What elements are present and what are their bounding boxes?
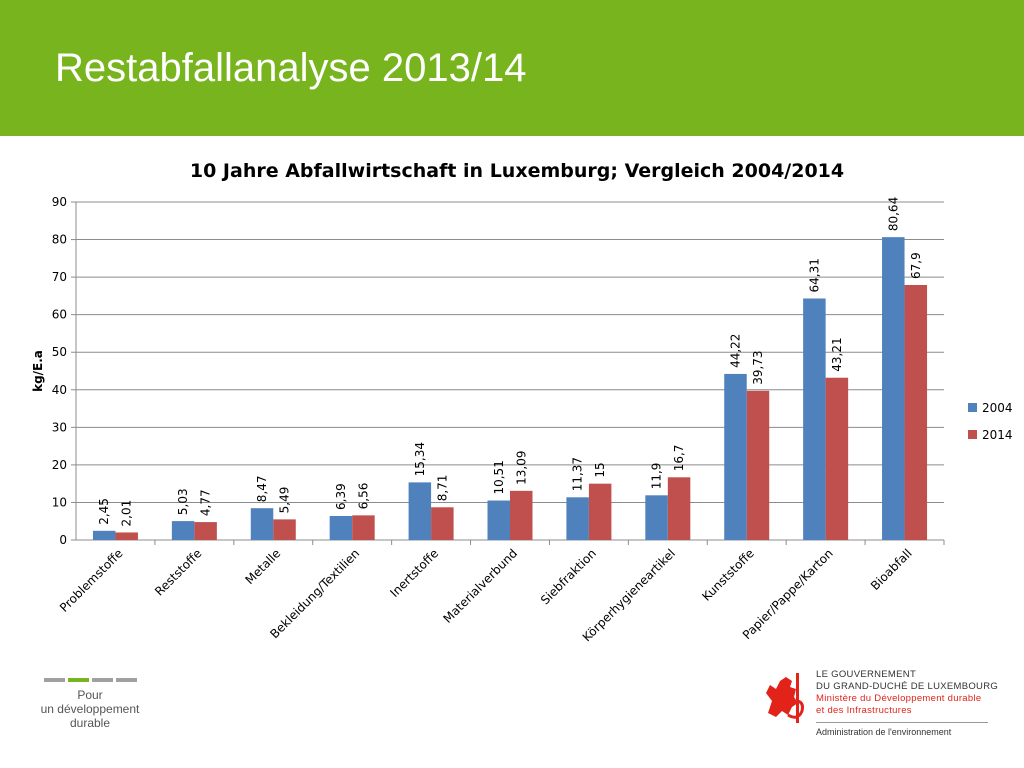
y-tick-label: 80 bbox=[52, 233, 67, 247]
government-text: LE GOUVERNEMENT DU GRAND-DUCHÉ DE LUXEMB… bbox=[816, 669, 998, 717]
bar-2004 bbox=[329, 516, 353, 540]
data-label: 67,9 bbox=[909, 252, 923, 279]
category-label: Kunststoffe bbox=[699, 546, 757, 604]
chart-title: 10 Jahre Abfallwirtschaft in Luxemburg; … bbox=[190, 160, 844, 182]
slogan-line: un développement bbox=[40, 702, 140, 716]
data-label: 15 bbox=[593, 462, 607, 477]
category-label: Bioabfall bbox=[868, 546, 915, 593]
data-label: 4,77 bbox=[199, 489, 213, 516]
bar-2014 bbox=[904, 284, 928, 540]
data-label: 43,21 bbox=[830, 337, 844, 371]
bar-2014 bbox=[825, 377, 849, 540]
y-tick-label: 50 bbox=[52, 345, 67, 359]
bar-2014 bbox=[194, 522, 217, 540]
data-label: 8,71 bbox=[435, 475, 449, 502]
government-logo: LE GOUVERNEMENT DU GRAND-DUCHÉ DE LUXEMB… bbox=[758, 667, 998, 747]
data-label: 5,03 bbox=[176, 488, 190, 515]
bar-2004 bbox=[171, 521, 195, 540]
data-label: 10,51 bbox=[492, 460, 506, 494]
category-label: Materialverbund bbox=[440, 546, 520, 626]
bar-2004 bbox=[724, 373, 747, 540]
data-label: 2,01 bbox=[120, 500, 134, 527]
bar-2004 bbox=[92, 530, 116, 540]
category-label: Reststoffe bbox=[152, 546, 204, 598]
header-bar: Restabfallanalyse 2013/14 bbox=[0, 0, 1024, 136]
category-label: Inertstoffe bbox=[387, 546, 441, 600]
legend-swatch-2004 bbox=[968, 403, 977, 412]
page-title: Restabfallanalyse 2013/14 bbox=[55, 46, 527, 90]
slogan-line: durable bbox=[69, 716, 111, 730]
gov-line: LE GOUVERNEMENT bbox=[816, 669, 917, 680]
category-label: Problemstoffe bbox=[57, 546, 126, 615]
data-label: 44,22 bbox=[728, 334, 742, 368]
y-tick-label: 20 bbox=[52, 458, 67, 472]
category-label: Papier/Pappe/Karton bbox=[740, 546, 836, 642]
bar-2004 bbox=[645, 495, 668, 540]
dash-green bbox=[67, 678, 89, 682]
data-label: 16,7 bbox=[672, 445, 686, 472]
bar-2004 bbox=[566, 497, 589, 540]
data-label: 13,09 bbox=[514, 450, 528, 484]
data-label: 80,64 bbox=[886, 197, 900, 231]
bar-2014 bbox=[273, 519, 296, 540]
bar-2004 bbox=[882, 237, 905, 540]
data-label: 6,39 bbox=[334, 483, 348, 510]
dash bbox=[91, 678, 113, 682]
admin-text: Administration de l'environnement bbox=[816, 727, 952, 737]
bar-2014 bbox=[746, 390, 770, 540]
y-tick-label: 40 bbox=[52, 383, 67, 397]
y-axis-label: kg/E.a bbox=[31, 350, 45, 392]
dash bbox=[43, 678, 65, 682]
dash bbox=[115, 678, 137, 682]
y-tick-label: 10 bbox=[52, 495, 67, 509]
data-label: 15,34 bbox=[413, 442, 427, 476]
category-label: Körperhygieneartikel bbox=[580, 546, 678, 644]
gov-line: DU GRAND-DUCHÉ DE LUXEMBOURG bbox=[816, 681, 999, 692]
divider bbox=[816, 722, 988, 723]
bar-2014 bbox=[431, 507, 454, 540]
legend-label: 2014 bbox=[982, 428, 1013, 442]
data-label: 5,49 bbox=[278, 487, 292, 514]
y-tick-label: 70 bbox=[52, 270, 67, 284]
bar-2014 bbox=[510, 490, 533, 540]
bar-chart: 10 Jahre Abfallwirtschaft in Luxemburg; … bbox=[31, 160, 1013, 644]
bar-2014 bbox=[667, 477, 691, 540]
y-tick-label: 60 bbox=[52, 308, 67, 322]
category-label: Siebfraktion bbox=[538, 546, 599, 607]
data-label: 8,47 bbox=[255, 475, 269, 502]
y-tick-label: 0 bbox=[59, 533, 67, 547]
slogan-line: Pour bbox=[77, 688, 103, 702]
legend-swatch-2014 bbox=[968, 430, 977, 439]
category-label: Metalle bbox=[242, 546, 283, 587]
category-label: Bekleidung/Textilien bbox=[267, 546, 362, 641]
data-label: 11,9 bbox=[650, 463, 664, 490]
bar-2014 bbox=[115, 532, 138, 540]
data-label: 39,73 bbox=[751, 350, 765, 384]
legend-label: 2004 bbox=[982, 401, 1013, 415]
data-label: 6,56 bbox=[356, 483, 370, 510]
gov-line: et des Infrastructures bbox=[816, 705, 912, 716]
data-label: 2,45 bbox=[97, 498, 111, 525]
data-label: 64,31 bbox=[807, 258, 821, 292]
bar-2004 bbox=[250, 508, 274, 540]
y-tick-label: 30 bbox=[52, 420, 67, 434]
bar-2004 bbox=[803, 298, 826, 540]
red-lion-icon bbox=[766, 673, 804, 723]
plot-area: 0 10 20 30 40 50 60 70 80 90 kg/E.a 2,45 2,01 Problem… bbox=[31, 195, 1013, 644]
y-tick-label: 90 bbox=[52, 195, 67, 209]
data-label: 11,37 bbox=[571, 457, 585, 491]
slogan-block: Pour un développement durable bbox=[40, 678, 140, 730]
bar-2004 bbox=[408, 482, 432, 540]
bar-2014 bbox=[588, 483, 612, 540]
bar-2014 bbox=[352, 515, 375, 540]
bar-2004 bbox=[487, 500, 510, 540]
slogan-dashes bbox=[40, 678, 140, 682]
gov-line: Ministère du Développement durable bbox=[816, 693, 982, 704]
